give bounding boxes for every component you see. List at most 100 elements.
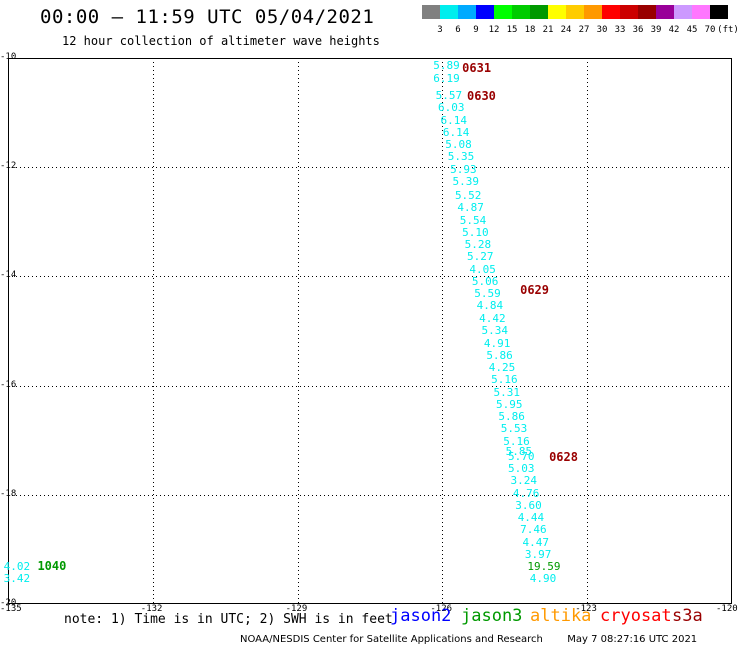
wave-height-value: 5.35 — [447, 150, 475, 164]
legend-label: 21 — [542, 25, 554, 35]
wave-height-value: 4.47 — [522, 535, 550, 549]
wave-height-value: 3.24 — [510, 474, 537, 488]
y-tick-label: -14 — [0, 270, 17, 281]
y-tick-label: -20 — [0, 598, 17, 608]
wave-height-value: 5.93 — [450, 162, 477, 176]
x-tick-label: -126 — [430, 604, 453, 614]
wave-height-value: 7.46 — [520, 523, 547, 537]
wave-height-value: 6.03 — [438, 101, 465, 115]
time-tag: 0631 — [462, 60, 492, 75]
wave-height-value: 4.76 — [512, 486, 540, 500]
legend-unit: (ft) — [717, 25, 739, 35]
legend-swatch — [656, 5, 674, 19]
x-tick-label: -120 — [716, 604, 738, 614]
wave-height-value: 4.91 — [483, 336, 511, 350]
wave-height-value: 5.86 — [498, 410, 525, 424]
legend-label: 30 — [596, 25, 608, 35]
wave-height-value: 5.28 — [464, 238, 492, 252]
legend-label: 45 — [686, 25, 698, 35]
satellite-name: jason3 — [461, 606, 523, 626]
wave-height-map — [8, 58, 732, 604]
legend-label: 27 — [578, 25, 590, 35]
wave-height-value: 3.42 — [3, 572, 31, 586]
legend-swatch — [422, 5, 440, 19]
page-subtitle: 12 hour collection of altimeter wave hei… — [62, 34, 380, 48]
wave-height-value: 5.85 — [505, 445, 533, 459]
wave-height-value: 5.27 — [467, 250, 494, 264]
wave-height-value: 6.14 — [442, 126, 470, 140]
wave-height-value: 3.60 — [515, 498, 542, 512]
wave-height-value: 5.03 — [508, 461, 535, 475]
wave-height-value: 5.34 — [481, 324, 508, 337]
wave-height-value: 5.53 — [500, 422, 528, 436]
wave-height-value: 6.14 — [440, 113, 467, 127]
legend-swatch — [566, 5, 584, 19]
credit-text: NOAA/NESDIS Center for Satellite Applica… — [240, 634, 543, 645]
x-tick-label: -135 — [0, 604, 22, 614]
map-frame — [8, 58, 732, 604]
wave-height-value: 4.42 — [479, 311, 506, 325]
y-tick-label: -12 — [0, 161, 17, 172]
legend-label: 18 — [524, 25, 536, 35]
wave-height-value: 5.16 — [503, 434, 530, 448]
wave-height-value: 4.84 — [476, 299, 504, 313]
wave-height-value: 5.70 — [508, 449, 535, 463]
legend-swatch — [548, 5, 566, 19]
wave-height-value: 5.52 — [454, 188, 482, 202]
time-tag: 0630 — [467, 89, 496, 104]
wave-height-value: 4.90 — [529, 572, 557, 586]
legend-swatch — [584, 5, 602, 19]
wave-height-value: 4.05 — [469, 262, 496, 276]
legend-label: 15 — [506, 25, 518, 35]
x-tick-label: -123 — [575, 604, 597, 614]
legend-label: 42 — [668, 25, 680, 35]
footer-credit: NOAA/NESDIS Center for Satellite Applica… — [240, 634, 697, 645]
legend-label: 9 — [473, 25, 479, 35]
legend-swatch — [530, 5, 548, 19]
legend-label: 36 — [632, 25, 644, 35]
wave-height-value: 5.16 — [491, 373, 518, 387]
legend-swatch — [458, 5, 476, 19]
satellite-name: cryosat — [600, 606, 672, 626]
wave-height-value: 5.57 — [435, 89, 463, 103]
wave-height-value: 5.39 — [452, 175, 480, 189]
legend-label: 70 — [704, 25, 716, 35]
wave-height-value: 5.59 — [474, 287, 501, 301]
wave-height-value: 5.89 — [433, 59, 460, 73]
time-tag: 0629 — [520, 283, 549, 298]
legend-label: 39 — [650, 25, 662, 35]
legend-swatch — [602, 5, 620, 19]
wave-height-value: 5.06 — [471, 274, 499, 288]
y-tick-label: -16 — [0, 379, 17, 390]
wave-height-value: 5.08 — [445, 138, 472, 152]
legend-swatch — [674, 5, 692, 19]
legend-swatch — [476, 5, 494, 19]
wave-height-value: 19.59 — [527, 560, 561, 574]
x-tick-label: -132 — [140, 604, 163, 614]
legend-label: 24 — [560, 25, 572, 35]
legend-swatch — [440, 5, 458, 19]
legend-swatch — [494, 5, 512, 19]
legend-label: 12 — [488, 25, 500, 35]
time-tag: 1040 — [37, 559, 67, 574]
timestamp-text: May 7 08:27:16 UTC 2021 — [567, 634, 698, 645]
wave-height-value: 6.19 — [433, 71, 460, 85]
wave-height-value: 5.10 — [462, 225, 489, 239]
legend-label: 33 — [614, 25, 626, 35]
legend-swatch — [710, 5, 728, 19]
legend-swatch — [692, 5, 710, 19]
legend-swatch — [620, 5, 638, 19]
wave-height-value: 4.02 — [3, 560, 31, 574]
legend-swatch — [512, 5, 530, 19]
wave-height-value: 4.44 — [517, 511, 545, 525]
wave-height-value: 5.31 — [493, 385, 521, 399]
legend-label: 3 — [437, 25, 443, 35]
x-tick-label: -129 — [285, 604, 308, 614]
satellite-name: s3a — [672, 606, 703, 626]
satellite-name: jason2 — [390, 606, 452, 626]
wave-height-value: 3.97 — [524, 547, 552, 561]
wave-height-value: 5.54 — [459, 213, 487, 227]
wave-height-value: 5.86 — [486, 348, 513, 362]
wave-height-value: 4.25 — [488, 361, 516, 375]
legend-swatch — [638, 5, 656, 19]
